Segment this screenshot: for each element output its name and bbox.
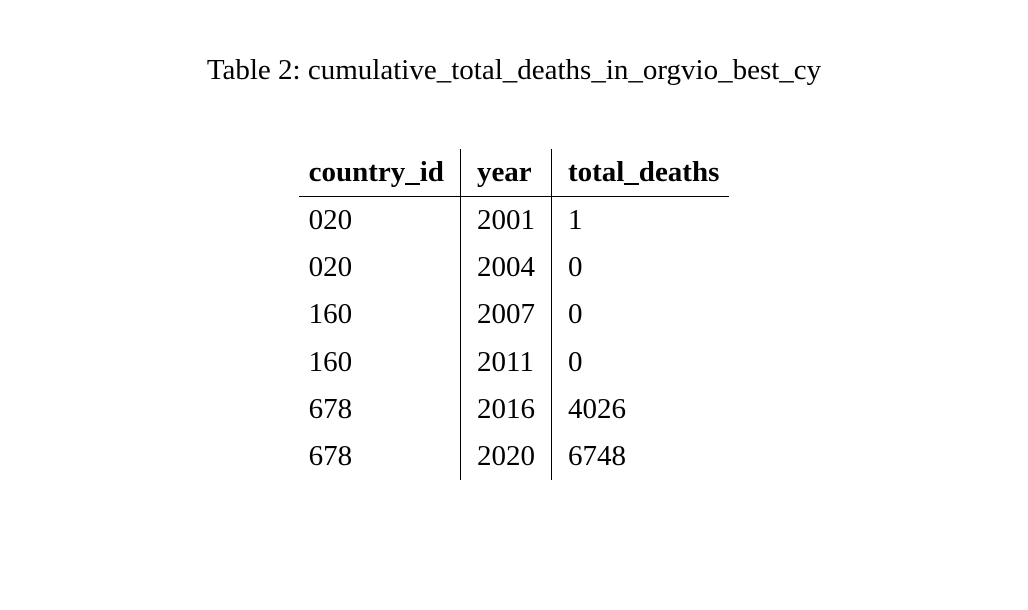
cell-year: 2016	[460, 386, 551, 433]
table-header-row: country_id year total_deaths	[299, 149, 730, 197]
cell-year: 2007	[460, 291, 551, 338]
cell-year: 2020	[460, 433, 551, 480]
cell-total-deaths: 1	[551, 197, 729, 245]
table-row: 160 2007 0	[299, 291, 730, 338]
table-row: 020 2004 0	[299, 244, 730, 291]
cell-total-deaths: 6748	[551, 433, 729, 480]
caption-title: cumulative_total_deaths_in_orgvio_best_c…	[308, 54, 821, 86]
cell-total-deaths: 0	[551, 291, 729, 338]
table-row: 678 2020 6748	[299, 433, 730, 480]
cell-year: 2004	[460, 244, 551, 291]
cell-total-deaths: 0	[551, 244, 729, 291]
cell-country-id: 678	[299, 433, 461, 480]
data-table: country_id year total_deaths 020 2001 1 …	[299, 149, 730, 480]
col-header-country-id: country_id	[299, 149, 461, 197]
cell-year: 2001	[460, 197, 551, 245]
cell-country-id: 160	[299, 339, 461, 386]
table-row: 678 2016 4026	[299, 386, 730, 433]
table-row: 020 2001 1	[299, 197, 730, 245]
cell-country-id: 160	[299, 291, 461, 338]
cell-year: 2011	[460, 339, 551, 386]
col-header-total-deaths: total_deaths	[551, 149, 729, 197]
cell-country-id: 678	[299, 386, 461, 433]
table-caption: Table 2: cumulative_total_deaths_in_orgv…	[0, 54, 1028, 87]
col-header-year: year	[460, 149, 551, 197]
table-row: 160 2011 0	[299, 339, 730, 386]
cell-total-deaths: 0	[551, 339, 729, 386]
cell-country-id: 020	[299, 244, 461, 291]
table-container: country_id year total_deaths 020 2001 1 …	[0, 149, 1028, 480]
cell-country-id: 020	[299, 197, 461, 245]
caption-label: Table 2:	[207, 54, 301, 86]
page: Table 2: cumulative_total_deaths_in_orgv…	[0, 0, 1028, 610]
cell-total-deaths: 4026	[551, 386, 729, 433]
